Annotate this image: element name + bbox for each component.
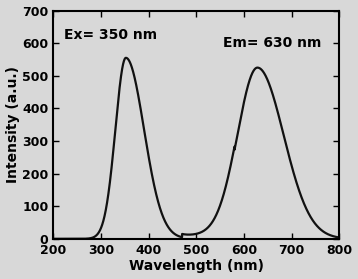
X-axis label: Wavelength (nm): Wavelength (nm) xyxy=(129,259,264,273)
Y-axis label: Intensity (a.u.): Intensity (a.u.) xyxy=(6,66,20,183)
Text: Ex= 350 nm: Ex= 350 nm xyxy=(64,28,157,42)
Text: Em= 630 nm: Em= 630 nm xyxy=(223,36,322,50)
